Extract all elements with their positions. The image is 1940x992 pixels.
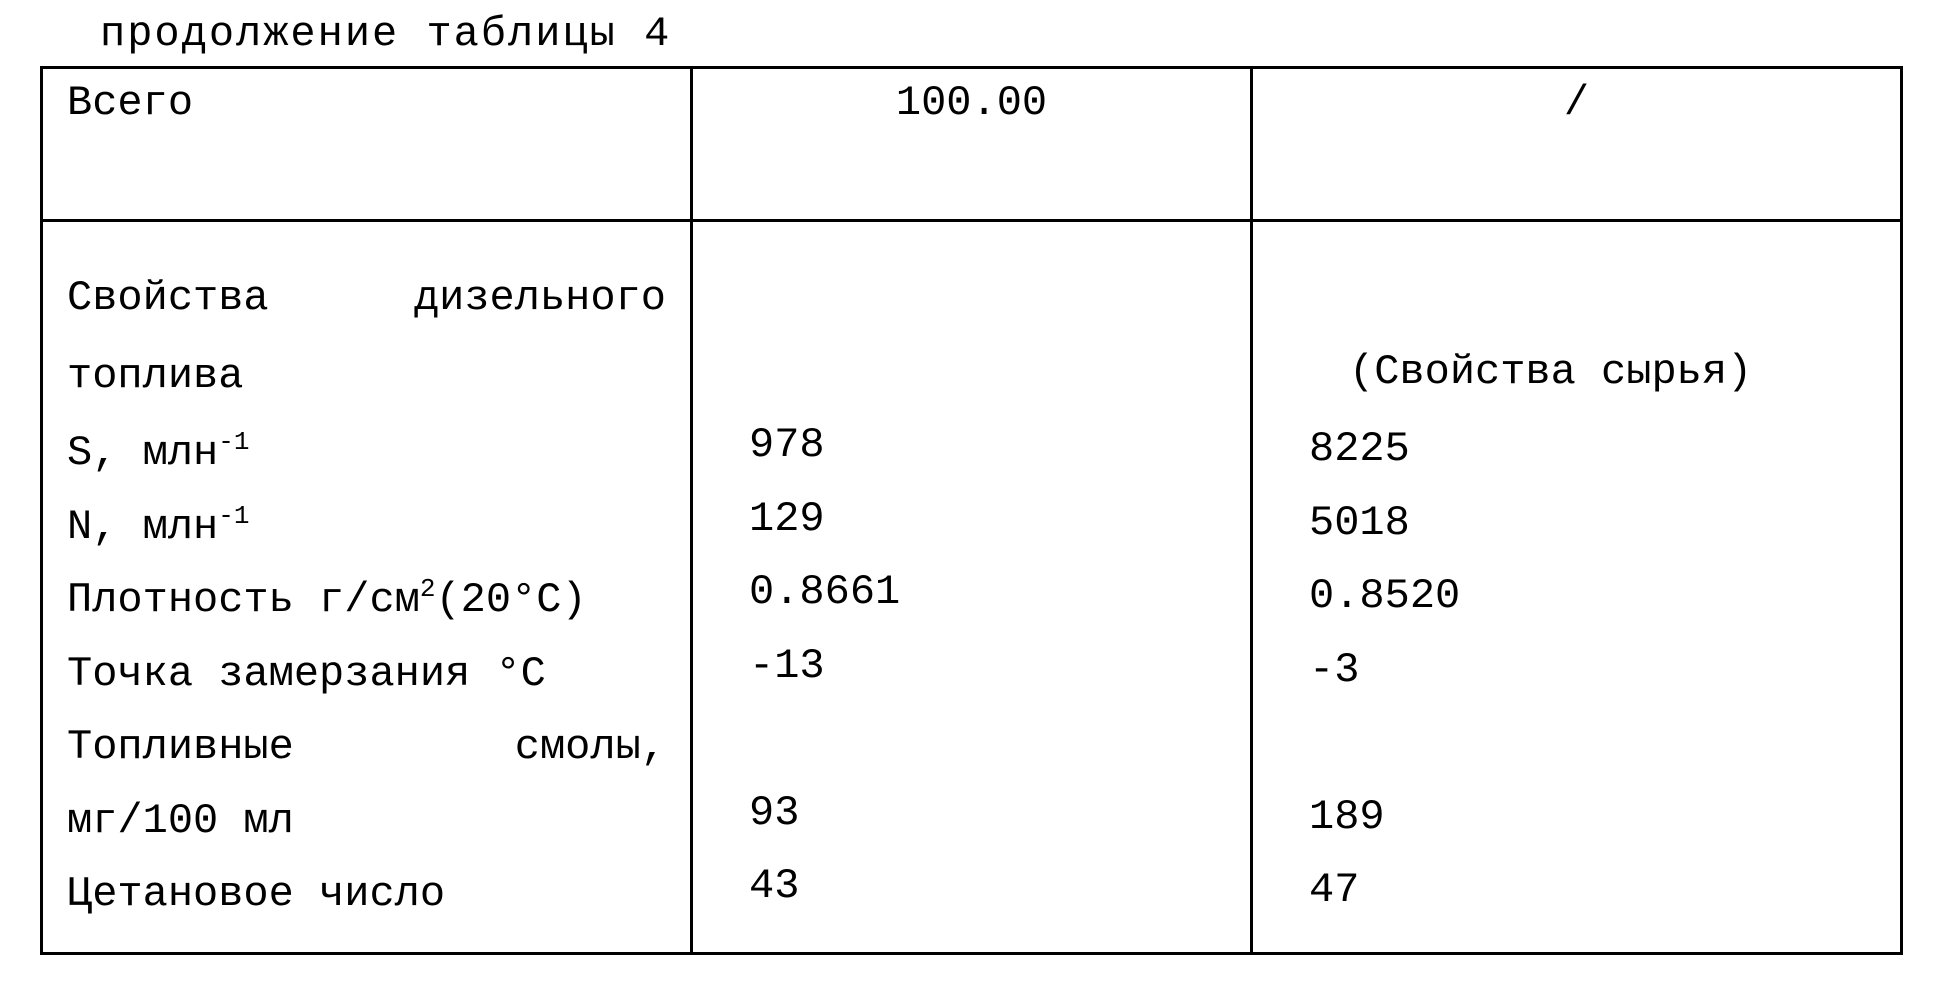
property-label: мг/100 мл bbox=[67, 785, 666, 859]
properties-heading-left-2: топлива bbox=[67, 340, 666, 414]
properties-heading-right: (Свойства сырья) bbox=[1309, 336, 1876, 410]
property-value-1: -13 bbox=[749, 630, 1226, 704]
properties-values-2-cell: . (Свойства сырья) 822550180.8520-3.1894… bbox=[1252, 221, 1902, 954]
table-row-properties: Свойства дизельного топлива S, млн-1N, м… bbox=[42, 221, 1902, 954]
data-table: Всего 100.00 / Свойства дизельного топли… bbox=[40, 66, 1903, 955]
property-value-1: 978 bbox=[749, 409, 1226, 483]
property-value-2: 0.8520 bbox=[1309, 560, 1876, 634]
property-label: Плотность г/см2(20°C) bbox=[67, 564, 666, 638]
table-row-total: Всего 100.00 / bbox=[42, 68, 1902, 221]
property-label: Точка замерзания °C bbox=[67, 638, 666, 712]
property-value-2: 47 bbox=[1309, 854, 1876, 928]
total-value-cell: 100.00 bbox=[692, 68, 1252, 221]
property-value-1: 0.8661 bbox=[749, 556, 1226, 630]
property-value-2: 189 bbox=[1309, 781, 1876, 855]
property-value-2: 8225 bbox=[1309, 413, 1876, 487]
property-label: Топливные смолы, bbox=[67, 711, 666, 785]
property-label: S, млн-1 bbox=[67, 417, 666, 491]
page: продолжение таблицы 4 Всего 100.00 / Сво… bbox=[0, 0, 1940, 955]
property-label: Цетановое число bbox=[67, 858, 666, 932]
property-value-1: 129 bbox=[749, 483, 1226, 557]
properties-labels-cell: Свойства дизельного топлива S, млн-1N, м… bbox=[42, 221, 692, 954]
total-right-cell: / bbox=[1252, 68, 1902, 221]
property-value-1: 93 bbox=[749, 777, 1226, 851]
property-value-2: 5018 bbox=[1309, 487, 1876, 561]
property-value-1: 43 bbox=[749, 850, 1226, 924]
table-caption: продолжение таблицы 4 bbox=[100, 10, 1900, 58]
properties-values-1-cell: . . 9781290.8661-13.9343 bbox=[692, 221, 1252, 954]
total-label-cell: Всего bbox=[42, 68, 692, 221]
properties-heading-left-1: Свойства дизельного bbox=[67, 262, 666, 336]
property-label: N, млн-1 bbox=[67, 491, 666, 565]
property-value-2: -3 bbox=[1309, 634, 1876, 708]
